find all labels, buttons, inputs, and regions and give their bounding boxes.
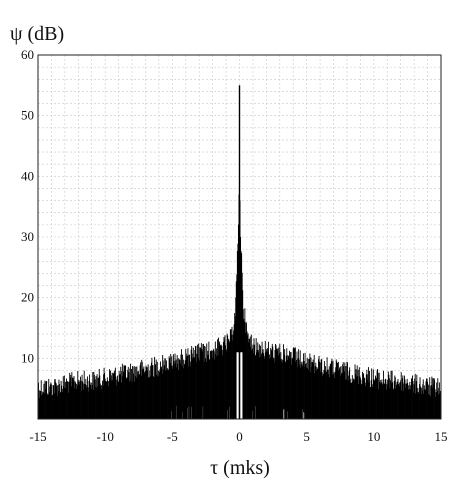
y-axis-title: ψ (dB) — [10, 23, 64, 45]
x-tick-label: 0 — [236, 429, 243, 444]
x-tick-label: -15 — [29, 429, 46, 444]
y-tick-labels: 10 20 30 40 50 60 — [21, 47, 34, 365]
x-axis-title: τ (mks) — [210, 457, 270, 479]
y-tick-label: 40 — [21, 168, 34, 183]
x-tick-label: 10 — [367, 429, 380, 444]
y-tick-label: 30 — [21, 229, 34, 244]
zero-lag-gap — [236, 352, 239, 419]
plot-series — [37, 85, 442, 419]
x-tick-label: -5 — [167, 429, 178, 444]
y-tick-label: 60 — [21, 47, 34, 62]
plot-frame — [37, 54, 442, 420]
x-tick-label: -10 — [96, 429, 113, 444]
x-tick-label: 5 — [303, 429, 310, 444]
y-tick-label: 10 — [21, 350, 34, 365]
y-tick-label: 50 — [21, 108, 34, 123]
x-tick-label: 15 — [435, 429, 448, 444]
y-tick-label: 20 — [21, 290, 34, 305]
x-tick-labels: -15 -10 -5 0 5 10 15 — [29, 429, 447, 444]
zero-lag-gap — [240, 352, 243, 419]
